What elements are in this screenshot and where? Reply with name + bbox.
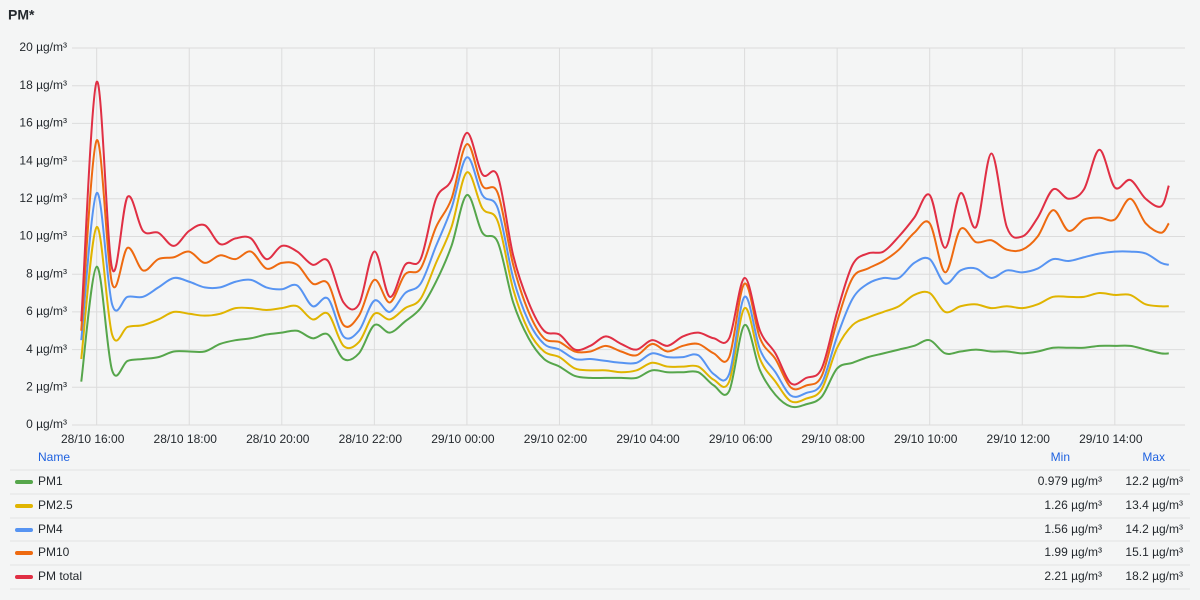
- y-tick-label: 18 µg/m³: [19, 78, 67, 92]
- legend-max: 12.2 µg/m³: [1125, 474, 1183, 488]
- series-line: [80, 171, 1169, 404]
- legend-min: 1.99 µg/m³: [1044, 545, 1102, 559]
- series-line: [80, 80, 1170, 386]
- y-tick-label: 20 µg/m³: [19, 40, 67, 54]
- x-tick-label: 29/10 10:00: [894, 432, 958, 446]
- x-tick-label: 29/10 08:00: [801, 432, 865, 446]
- x-tick-label: 29/10 02:00: [524, 432, 588, 446]
- y-tick-label: 8 µg/m³: [26, 266, 67, 280]
- x-tick-label: 28/10 20:00: [246, 432, 310, 446]
- y-tick-label: 0 µg/m³: [26, 417, 67, 431]
- legend-header-min[interactable]: Min: [1051, 450, 1070, 464]
- legend-name[interactable]: PM10: [38, 545, 70, 559]
- legend-max: 18.2 µg/m³: [1125, 569, 1183, 583]
- x-tick-label: 29/10 06:00: [709, 432, 773, 446]
- y-tick-label: 2 µg/m³: [26, 379, 67, 393]
- legend-name[interactable]: PM total: [38, 569, 82, 583]
- x-tick-label: 29/10 00:00: [431, 432, 495, 446]
- y-tick-label: 16 µg/m³: [19, 116, 67, 130]
- legend-min: 2.21 µg/m³: [1044, 569, 1102, 583]
- legend-name[interactable]: PM2.5: [38, 498, 73, 512]
- series-line: [80, 194, 1169, 409]
- series-line: [80, 156, 1170, 398]
- x-tick-label: 28/10 18:00: [154, 432, 218, 446]
- y-tick-label: 4 µg/m³: [26, 342, 67, 356]
- legend-max: 14.2 µg/m³: [1125, 522, 1183, 536]
- y-tick-label: 10 µg/m³: [19, 229, 67, 243]
- x-tick-label: 29/10 14:00: [1079, 432, 1143, 446]
- x-tick-label: 29/10 04:00: [616, 432, 680, 446]
- legend-min: 0.979 µg/m³: [1038, 474, 1102, 488]
- legend-header-name[interactable]: Name: [38, 450, 70, 464]
- x-tick-label: 28/10 22:00: [339, 432, 403, 446]
- legend-max: 15.1 µg/m³: [1125, 545, 1183, 559]
- legend-min: 1.56 µg/m³: [1044, 522, 1102, 536]
- y-tick-label: 6 µg/m³: [26, 304, 67, 318]
- x-tick-label: 29/10 12:00: [987, 432, 1051, 446]
- legend-header-max[interactable]: Max: [1142, 450, 1165, 464]
- legend-max: 13.4 µg/m³: [1125, 498, 1183, 512]
- legend-name[interactable]: PM1: [38, 474, 63, 488]
- series-line: [80, 139, 1170, 391]
- legend-name[interactable]: PM4: [38, 522, 63, 536]
- y-tick-label: 14 µg/m³: [19, 153, 67, 167]
- legend-min: 1.26 µg/m³: [1044, 498, 1102, 512]
- chart-title: PM*: [8, 7, 35, 23]
- x-tick-label: 28/10 16:00: [61, 432, 125, 446]
- y-tick-label: 12 µg/m³: [19, 191, 67, 205]
